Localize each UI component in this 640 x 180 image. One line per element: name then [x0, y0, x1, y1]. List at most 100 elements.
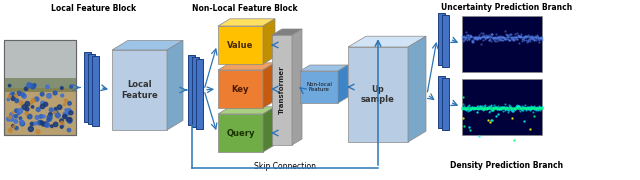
Circle shape	[67, 118, 70, 122]
Point	[468, 107, 478, 110]
Point	[525, 39, 536, 42]
Point	[479, 107, 490, 110]
Circle shape	[22, 94, 26, 98]
Point	[458, 107, 468, 110]
Circle shape	[38, 120, 42, 125]
Polygon shape	[218, 19, 275, 26]
Circle shape	[63, 104, 66, 106]
Point	[470, 107, 481, 110]
Point	[488, 36, 498, 39]
Point	[507, 109, 517, 112]
Point	[461, 35, 472, 38]
Point	[531, 37, 541, 39]
Text: Non-Local Feature Block: Non-Local Feature Block	[192, 3, 298, 12]
Point	[468, 39, 478, 42]
Point	[472, 104, 483, 107]
Point	[524, 34, 534, 37]
Polygon shape	[348, 36, 426, 47]
Circle shape	[63, 112, 66, 115]
Point	[493, 108, 503, 111]
Point	[484, 34, 494, 37]
Point	[489, 103, 499, 106]
Point	[473, 107, 483, 110]
Point	[504, 103, 514, 106]
Point	[492, 37, 502, 40]
Circle shape	[19, 117, 22, 120]
Point	[490, 105, 500, 108]
Point	[479, 105, 489, 108]
Point	[474, 36, 484, 39]
Point	[487, 109, 497, 112]
Point	[458, 35, 468, 38]
Point	[515, 36, 525, 39]
Point	[483, 35, 493, 38]
Circle shape	[33, 84, 36, 87]
Circle shape	[60, 121, 63, 125]
Point	[487, 33, 497, 35]
Point	[529, 105, 539, 108]
Circle shape	[24, 87, 28, 90]
Circle shape	[25, 107, 29, 111]
Circle shape	[10, 113, 14, 117]
Circle shape	[70, 85, 73, 88]
Point	[461, 107, 471, 110]
Point	[480, 106, 490, 109]
Point	[516, 108, 527, 111]
Text: Non-local
Feature: Non-local Feature	[306, 82, 332, 92]
Text: Local
Feature: Local Feature	[121, 80, 158, 100]
Point	[511, 35, 521, 38]
Point	[518, 37, 529, 40]
Point	[488, 37, 498, 40]
Circle shape	[8, 128, 12, 132]
Point	[469, 105, 479, 108]
Point	[527, 106, 537, 109]
Point	[497, 39, 508, 41]
Point	[496, 107, 506, 110]
Point	[477, 34, 488, 37]
Point	[486, 104, 496, 107]
Point	[532, 38, 543, 41]
Point	[535, 105, 545, 108]
Circle shape	[63, 115, 66, 118]
Point	[518, 36, 528, 39]
Point	[525, 106, 536, 109]
Point	[481, 36, 491, 39]
Point	[472, 105, 482, 108]
Polygon shape	[263, 107, 275, 152]
Point	[520, 34, 530, 37]
Point	[532, 35, 542, 38]
Point	[490, 106, 500, 109]
Point	[480, 103, 490, 106]
Circle shape	[28, 114, 32, 119]
Point	[513, 35, 524, 38]
Point	[500, 30, 511, 33]
Point	[479, 107, 489, 110]
Point	[478, 32, 488, 35]
Point	[524, 37, 534, 40]
Point	[475, 37, 485, 39]
Point	[458, 107, 468, 110]
Polygon shape	[88, 54, 95, 124]
Circle shape	[14, 94, 17, 97]
Point	[499, 36, 509, 39]
Point	[530, 107, 540, 110]
Point	[486, 39, 497, 42]
Point	[526, 36, 536, 39]
Point	[515, 105, 525, 108]
Point	[534, 37, 545, 40]
Point	[504, 39, 514, 41]
Point	[521, 107, 531, 109]
Point	[484, 107, 494, 110]
Point	[506, 36, 516, 39]
Polygon shape	[218, 114, 263, 152]
Point	[509, 39, 520, 42]
Point	[519, 106, 529, 109]
Point	[510, 108, 520, 111]
Point	[490, 35, 500, 38]
Point	[465, 35, 475, 38]
Point	[472, 37, 483, 40]
Point	[462, 38, 472, 41]
Point	[467, 107, 477, 109]
Point	[482, 36, 492, 39]
Point	[460, 108, 470, 111]
